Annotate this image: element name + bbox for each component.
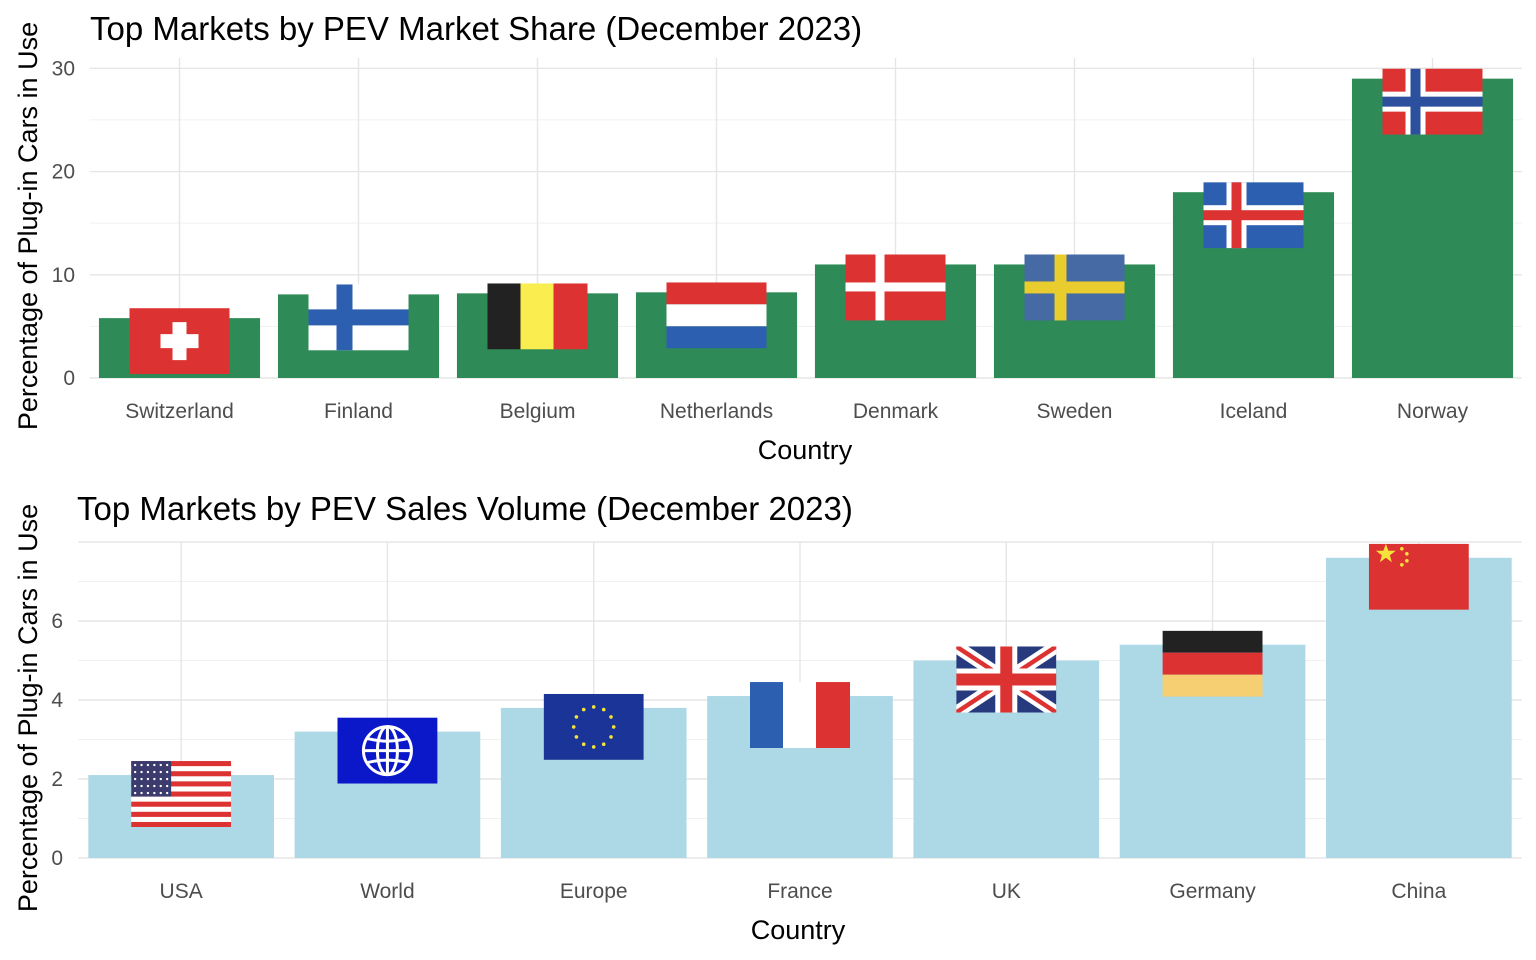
flag-uk-icon [956,646,1057,713]
x-tick-label-belgium: Belgium [500,400,576,423]
y-tick-label: 10 [52,264,75,287]
x-tick-label-uk: UK [992,880,1021,903]
x-tick-label-netherlands: Netherlands [660,400,773,423]
sales-volume-x-ticks: USA World Europe France UK Germany China [160,880,1447,903]
x-tick-label-denmark: Denmark [853,400,939,423]
flag-sweden-icon [1024,254,1125,321]
y-tick-label: 2 [51,768,63,791]
y-tick-label: 0 [63,367,75,390]
x-tick-label-sweden: Sweden [1037,400,1113,423]
y-tick-label: 30 [52,57,75,80]
flag-belgium-icon [487,283,588,350]
x-tick-label-norway: Norway [1397,400,1469,423]
y-tick-label: 0 [51,847,63,870]
market-share-flags [129,68,1483,375]
market-share-y-axis-title: Percentage of Plug-in Cars in Use [13,22,43,430]
x-tick-label-iceland: Iceland [1220,400,1288,423]
market-share-panel: 0 10 20 30 Switzerland Finland Belgium Netherl… [13,10,1522,465]
flag-usa-icon [131,761,232,828]
x-tick-label-world: World [360,880,414,903]
flag-europe-icon [543,693,644,760]
flag-world-icon [337,717,438,784]
x-tick-label-usa: USA [160,880,203,903]
market-share-y-ticks: 0 10 20 30 [52,57,75,390]
flag-china-icon [1368,543,1469,610]
flag-switzerland-icon [129,308,230,375]
sales-volume-flags [131,543,1469,828]
sales-volume-y-ticks: 0 2 4 6 [51,610,63,870]
x-tick-label-europe: Europe [560,880,628,903]
flag-netherlands-icon [666,282,767,349]
sales-volume-title: Top Markets by PEV Sales Volume (Decembe… [77,490,853,527]
market-share-x-axis-title: Country [758,435,853,465]
y-tick-label: 20 [52,161,75,184]
market-share-title: Top Markets by PEV Market Share (Decembe… [90,10,862,47]
flag-norway-icon [1382,68,1483,135]
sales-volume-y-axis-title: Percentage of Plug-in Cars in Use [13,504,43,912]
flag-denmark-icon [845,254,946,321]
market-share-x-ticks: Switzerland Finland Belgium Netherlands Denm… [125,400,1468,423]
market-share-bars [98,78,1514,378]
y-tick-label: 4 [51,689,63,712]
flag-france-icon [750,682,850,749]
flag-germany-icon [1162,630,1263,697]
x-tick-label-germany: Germany [1169,880,1256,903]
sales-volume-x-axis-title: Country [751,915,846,945]
flag-iceland-icon [1203,182,1304,249]
x-tick-label-switzerland: Switzerland [125,400,234,423]
x-tick-label-china: China [1391,880,1446,903]
x-tick-label-france: France [767,880,832,903]
flag-finland-icon [308,284,409,351]
y-tick-label: 6 [51,610,63,633]
x-tick-label-finland: Finland [324,400,393,423]
